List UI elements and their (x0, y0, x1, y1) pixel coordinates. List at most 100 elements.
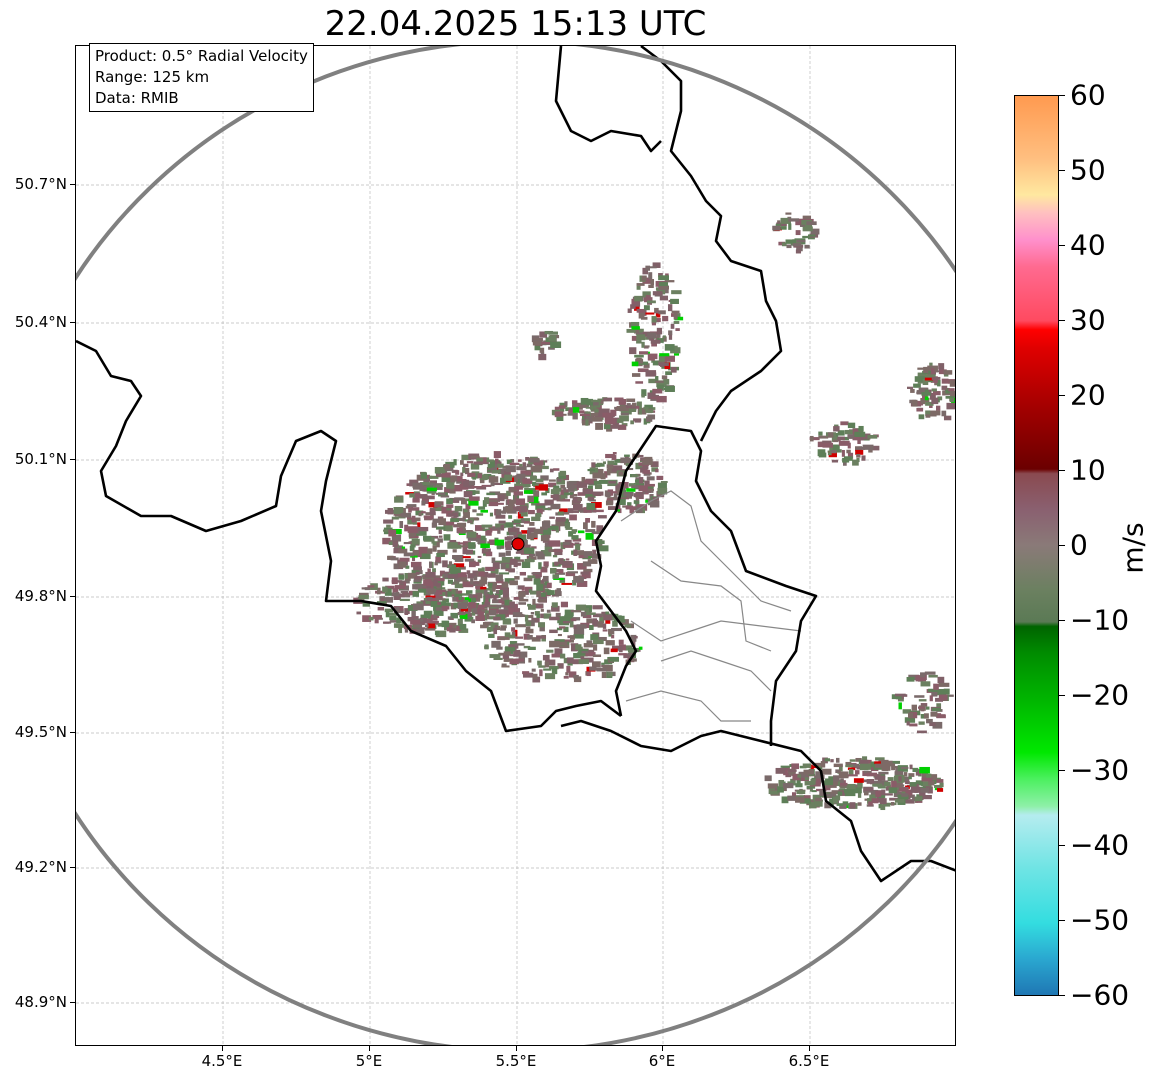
echo-pixel (550, 503, 561, 510)
echo-pixel (552, 487, 562, 492)
echo-pixel (627, 495, 633, 499)
echo-pixel (467, 481, 475, 489)
echo-pixel (573, 503, 583, 511)
echo-pixel (492, 585, 496, 592)
echo-pixel (488, 573, 496, 578)
echo-pixel (458, 628, 469, 633)
echo-pixel (931, 707, 941, 712)
echo-pixel (529, 521, 535, 526)
echo-pixel (476, 513, 484, 516)
echo-pixel (446, 498, 453, 505)
echo-pixel (631, 474, 639, 477)
echo-pixel (451, 589, 456, 595)
echo-pixel (935, 714, 946, 717)
echo-pixel (563, 639, 571, 642)
echo-pixel (408, 507, 412, 513)
echo-pixel (863, 779, 873, 783)
echo-pixel (590, 405, 594, 411)
echo-pixel (440, 495, 450, 498)
echo-pixel (939, 782, 944, 788)
echo-pixel (389, 620, 399, 623)
echo-pixel (894, 799, 905, 803)
echo-pixel (817, 766, 823, 770)
echo-pixel (815, 771, 824, 777)
echo-pixel (391, 592, 397, 597)
echo-pixel (635, 491, 644, 499)
echo-pixel (519, 503, 529, 508)
echo-pixel (393, 593, 401, 600)
echo-pixel (833, 426, 840, 432)
echo-pixel (594, 484, 603, 490)
echo-pixel (591, 470, 598, 474)
echo-pixel (905, 781, 910, 785)
echo-pixel (809, 801, 817, 809)
echo-pixel (458, 596, 463, 601)
echo-pixel (608, 481, 616, 484)
echo-pixel (361, 587, 371, 590)
echo-pixel (586, 415, 594, 422)
echo-pixel (641, 389, 647, 396)
echo-pixel (917, 380, 926, 384)
colorbar-tick (1059, 545, 1065, 546)
echo-pixel (567, 412, 577, 416)
echo-pixel (465, 503, 471, 510)
echo-pixel (639, 328, 644, 336)
echo-pixel (596, 539, 603, 545)
echo-pixel (546, 544, 550, 552)
echo-pixel (413, 623, 422, 631)
echo-pixel (916, 407, 924, 412)
echo-pixel (395, 591, 400, 597)
radar-map[interactable] (75, 45, 956, 1046)
echo-pixel (585, 607, 590, 615)
echo-pixel (438, 529, 442, 535)
echo-pixel (617, 418, 624, 423)
echo-pixel (356, 611, 362, 615)
echo-pixel (446, 476, 456, 483)
echo-pixel (432, 568, 436, 573)
echo-pixel (920, 681, 931, 687)
echo-pixel (434, 466, 446, 474)
echo-pixel (583, 551, 593, 557)
echo-pixel (591, 462, 596, 469)
echo-pixel (583, 507, 592, 513)
echo-pixel (433, 579, 438, 586)
echo-pixel (495, 514, 506, 519)
echo-pixel (929, 392, 936, 400)
echo-pixel (433, 614, 437, 619)
echo-pixel (514, 485, 523, 490)
echo-pixel (553, 549, 563, 552)
echo-pixel (623, 653, 633, 659)
echo-pixel (470, 455, 480, 459)
echo-pixel (843, 456, 853, 461)
echo-pixel (640, 467, 644, 473)
echo-pixel (407, 526, 418, 533)
echo-pixel (468, 496, 480, 501)
echo-pixel (475, 592, 483, 599)
echo-pixel (430, 597, 439, 605)
echo-pixel (489, 654, 501, 658)
echo-pixel (617, 406, 626, 411)
echo-pixel (887, 777, 894, 782)
echo-pixel (462, 549, 474, 555)
echo-pixel (387, 555, 394, 560)
echo-pixel (421, 500, 426, 506)
echo-pixel (818, 435, 829, 439)
echo-pixel (500, 627, 506, 631)
echo-pixel (443, 604, 447, 607)
echo-pixel (503, 656, 510, 662)
echo-pixel (423, 579, 432, 586)
echo-pixel (523, 577, 533, 582)
echo-pixel (627, 308, 632, 313)
echo-pixel (549, 665, 559, 670)
echo-pixel (646, 300, 656, 304)
echo-pixel (645, 265, 651, 271)
echo-pixel (822, 440, 832, 444)
echo-pixel (404, 524, 409, 532)
echo-pixel (918, 699, 927, 702)
echo-pixel (798, 771, 808, 778)
echo-pixel (466, 461, 474, 464)
echo-pixel (830, 759, 834, 763)
echo-pixel (591, 520, 596, 528)
echo-pixel (527, 495, 534, 503)
echo-pixel (781, 796, 789, 804)
